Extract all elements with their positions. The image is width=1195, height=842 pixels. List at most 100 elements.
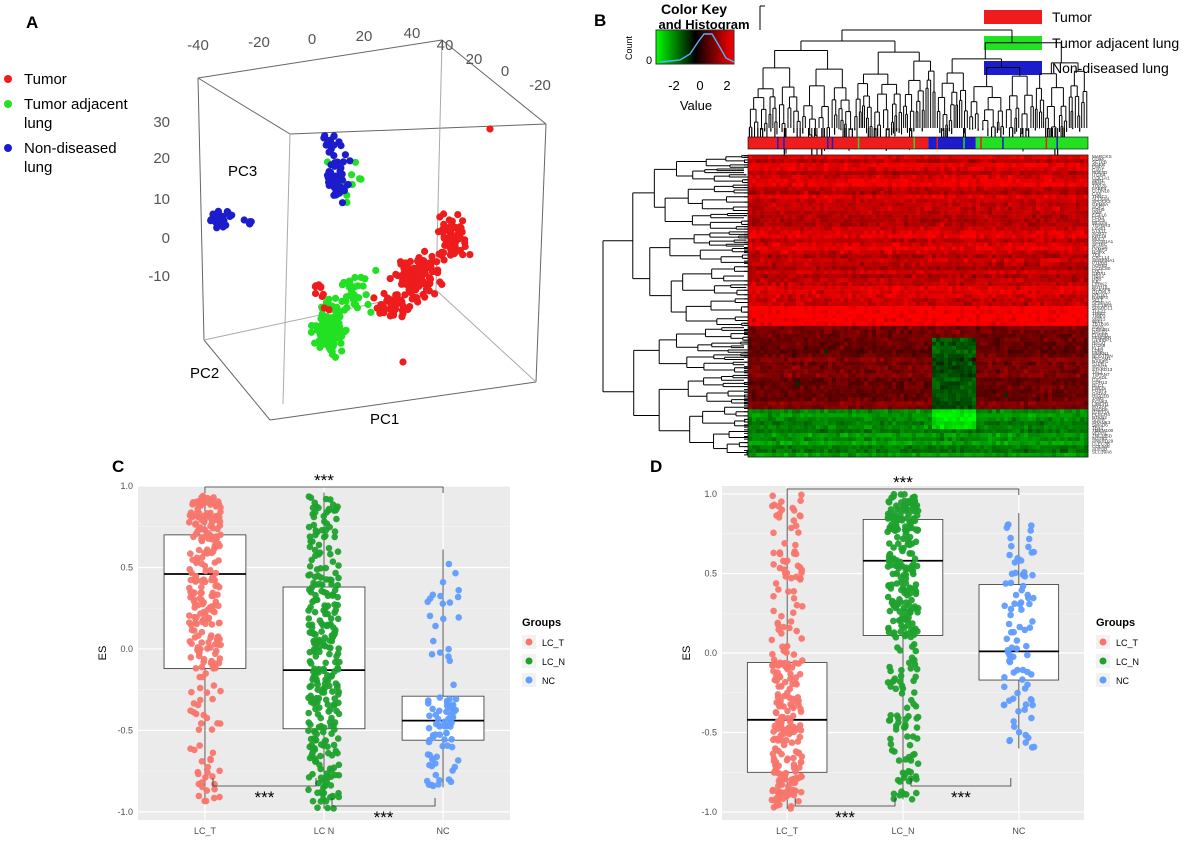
heatmap-cell bbox=[972, 309, 977, 315]
heatmap-cell bbox=[1032, 302, 1037, 307]
heatmap-cell bbox=[928, 290, 933, 295]
heatmap-cell bbox=[768, 166, 773, 172]
heatmap-cell bbox=[768, 214, 773, 219]
heatmap-cell bbox=[788, 206, 793, 211]
heatmap-cell bbox=[812, 254, 817, 259]
heatmap-cell bbox=[1076, 266, 1081, 271]
heatmap-cell bbox=[976, 230, 981, 235]
nondiseased-point bbox=[207, 217, 215, 225]
heatmap-cell bbox=[828, 206, 833, 211]
heatmap-cell bbox=[984, 174, 989, 180]
tumor-point bbox=[311, 283, 319, 291]
heatmap-cell bbox=[964, 250, 969, 255]
heatmap-cell bbox=[908, 298, 913, 303]
heatmap-cell bbox=[904, 306, 909, 311]
heatmap-cell bbox=[988, 234, 993, 239]
heatmap-cell bbox=[1024, 278, 1029, 283]
heatmap-cell bbox=[760, 250, 765, 255]
heatmap-cell bbox=[788, 298, 793, 303]
heatmap-cell bbox=[888, 270, 893, 275]
heatmap-cell bbox=[756, 218, 761, 223]
heatmap-cell bbox=[992, 234, 997, 239]
heatmap-cell bbox=[1032, 214, 1037, 219]
heatmap-cell bbox=[828, 306, 833, 311]
heatmap-cell bbox=[980, 306, 985, 311]
heatmap-cell bbox=[1008, 298, 1013, 303]
heatmap-cell bbox=[856, 190, 861, 196]
heatmap-cell bbox=[1004, 194, 1009, 200]
heatmap-cell bbox=[772, 166, 777, 172]
heatmap-cell bbox=[1020, 158, 1025, 164]
heatmap-cell bbox=[812, 282, 817, 287]
heatmap-cell bbox=[752, 250, 757, 255]
heatmap-cell bbox=[756, 226, 761, 231]
heatmap-cell bbox=[900, 246, 905, 251]
heatmap-cell bbox=[1008, 294, 1013, 299]
heatmap-cell bbox=[788, 222, 793, 227]
heatmap-cell bbox=[936, 206, 941, 211]
heatmap-cell bbox=[768, 198, 773, 203]
heatmap-cell bbox=[896, 270, 901, 275]
heatmap-cell bbox=[1064, 270, 1069, 275]
heatmap-cell bbox=[828, 262, 833, 267]
heatmap-cell bbox=[944, 234, 949, 239]
nondiseased-point bbox=[214, 217, 222, 225]
heatmap-cell bbox=[772, 270, 777, 275]
heatmap-cell bbox=[864, 198, 869, 203]
heatmap-cell bbox=[888, 278, 893, 283]
heatmap-cell bbox=[772, 206, 777, 211]
heatmap-cell bbox=[792, 202, 797, 207]
heatmap-cell bbox=[960, 170, 965, 176]
heatmap-cell bbox=[936, 274, 941, 279]
heatmap-cell bbox=[792, 290, 797, 295]
heatmap-cell bbox=[1040, 298, 1045, 303]
heatmap-cell bbox=[1040, 282, 1045, 287]
heatmap-cell bbox=[972, 218, 977, 223]
heatmap-cell bbox=[1052, 230, 1057, 235]
heatmap-cell bbox=[1000, 258, 1005, 263]
heatmap-cell bbox=[828, 162, 833, 168]
heatmap-cell bbox=[1080, 278, 1085, 283]
heatmap-cell bbox=[1084, 294, 1089, 299]
heatmap-cell bbox=[1076, 238, 1081, 243]
heatmap-cell bbox=[788, 174, 793, 180]
heatmap-cell bbox=[800, 262, 805, 267]
heatmap-cell bbox=[832, 270, 837, 275]
heatmap-cell bbox=[788, 230, 793, 235]
heatmap-cell bbox=[900, 170, 905, 176]
heatmap-cell bbox=[816, 218, 821, 223]
heatmap-cell bbox=[1028, 286, 1033, 291]
heatmap-cell bbox=[888, 194, 893, 200]
heatmap-cell bbox=[1048, 302, 1053, 307]
heatmap-cell bbox=[752, 206, 757, 211]
heatmap-cell bbox=[792, 206, 797, 211]
adjacent-point bbox=[359, 282, 367, 290]
heatmap-cell bbox=[1000, 242, 1005, 247]
heatmap-cell bbox=[1076, 290, 1081, 295]
heatmap-cell bbox=[772, 254, 777, 259]
column-group-stripe bbox=[913, 137, 915, 149]
heatmap-cell bbox=[880, 274, 885, 279]
heatmap-cell bbox=[944, 222, 949, 227]
heatmap-cell bbox=[860, 306, 865, 311]
heatmap-cell bbox=[932, 294, 937, 299]
heatmap-cell bbox=[904, 230, 909, 235]
heatmap-cell bbox=[796, 222, 801, 227]
heatmap-cell bbox=[836, 166, 841, 172]
heatmap-cell bbox=[984, 158, 989, 164]
heatmap-cell bbox=[748, 182, 753, 188]
heatmap-cell bbox=[964, 266, 969, 271]
heatmap-cell bbox=[796, 234, 801, 239]
heatmap-cell bbox=[864, 202, 869, 207]
heatmap-cell bbox=[788, 282, 793, 287]
heatmap-cell bbox=[996, 246, 1001, 251]
heatmap-cell bbox=[964, 162, 969, 168]
heatmap-cell bbox=[896, 230, 901, 235]
heatmap-cell bbox=[784, 230, 789, 235]
heatmap-cell bbox=[812, 302, 817, 307]
heatmap-cell bbox=[1068, 182, 1073, 188]
heatmap-cell bbox=[768, 186, 773, 192]
heatmap-cell bbox=[904, 258, 909, 263]
heatmap-cell bbox=[1036, 262, 1041, 267]
heatmap-cell bbox=[920, 158, 925, 164]
